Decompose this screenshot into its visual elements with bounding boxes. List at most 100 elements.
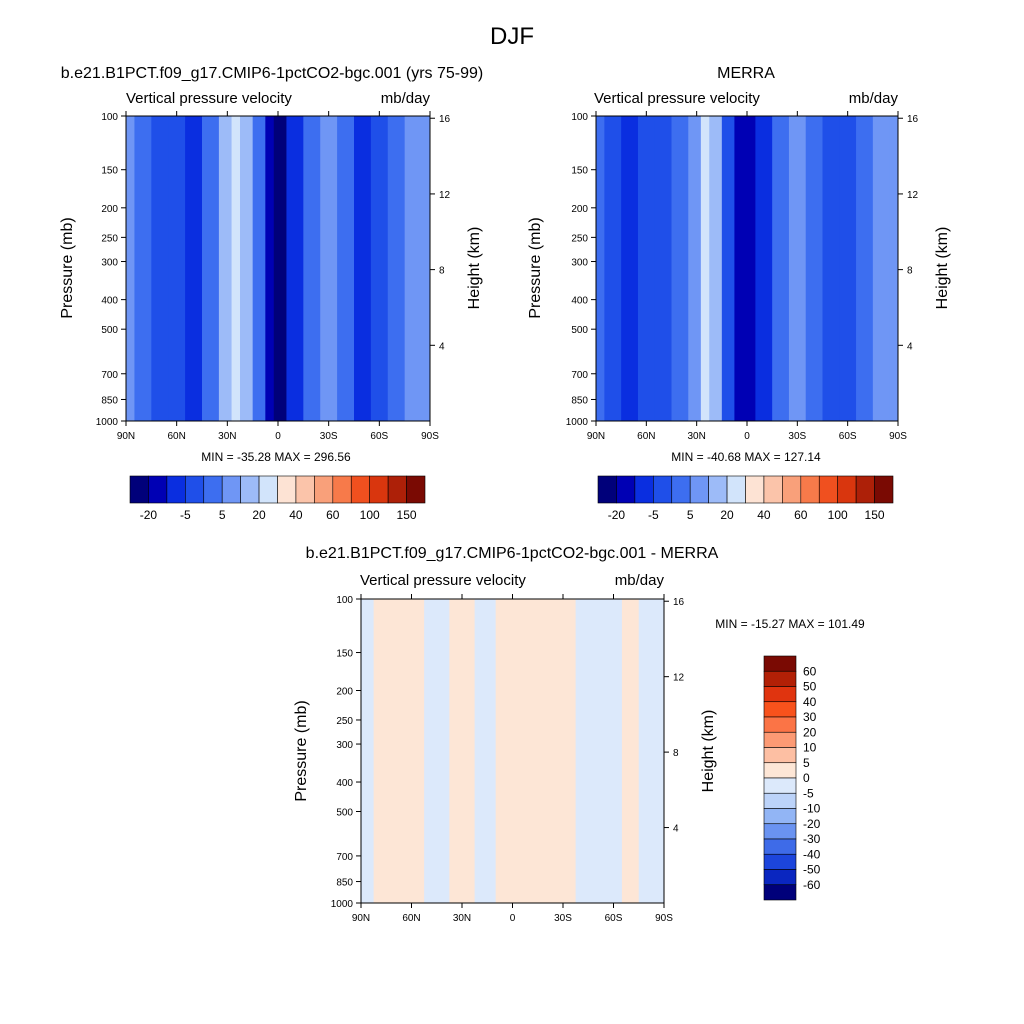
heatmap-cell <box>688 116 702 421</box>
y-tick-label: 700 <box>571 370 588 381</box>
heatmap-cell <box>202 116 220 421</box>
y2-tick-label: 4 <box>673 824 679 835</box>
y-axis-label: Pressure (mb) <box>293 700 310 801</box>
y2-tick-label: 12 <box>673 673 685 684</box>
heatmap-cell <box>508 599 526 903</box>
heatmap-cell <box>265 116 275 421</box>
colorbar-swatch <box>726 475 746 504</box>
heatmap-cell <box>495 599 509 903</box>
y-tick-label: 250 <box>336 716 353 727</box>
colorbar-label: 10 <box>803 741 817 755</box>
min-max-stats: MIN = -40.68 MAX = 127.14 <box>671 450 821 464</box>
colorbar-swatch <box>221 475 241 504</box>
colorbar-swatch <box>763 716 797 733</box>
colorbar-swatch <box>855 475 875 504</box>
heatmap-cell <box>354 116 372 421</box>
heatmap-cell <box>638 599 657 903</box>
colorbar-swatch <box>763 731 797 748</box>
heatmap-cell <box>654 116 672 421</box>
y-tick-label: 150 <box>336 649 353 660</box>
heatmap-cell <box>839 116 857 421</box>
y-tick-label: 850 <box>571 395 588 406</box>
colorbar-swatch <box>350 475 370 504</box>
x-tick-label: 90N <box>117 431 135 442</box>
difference-panel: b.e21.B1PCT.f09_g17.CMIP6-1pctCO2-bgc.00… <box>293 545 865 924</box>
y-tick-label: 500 <box>571 325 588 336</box>
x-tick-label: 60S <box>370 431 388 442</box>
y-tick-label: 200 <box>336 687 353 698</box>
colorbar-swatch <box>782 475 802 504</box>
min-max-stats: MIN = -15.27 MAX = 101.49 <box>715 617 865 631</box>
x-tick-label: 0 <box>744 431 750 442</box>
colorbar-label: 40 <box>803 695 817 709</box>
heatmap-cell <box>700 116 710 421</box>
colorbar-swatch <box>689 475 709 504</box>
y-tick-label: 150 <box>101 166 118 177</box>
colorbar-label: 60 <box>803 664 817 678</box>
colorbar-swatch <box>671 475 691 504</box>
y-axis-label: Pressure (mb) <box>59 217 76 318</box>
colorbar-label: 150 <box>397 508 417 522</box>
colorbar-swatch <box>314 475 334 504</box>
colorbar-label: 60 <box>326 508 340 522</box>
heatmap-cell <box>252 116 266 421</box>
panel-units-label: mb/day <box>849 90 899 107</box>
y-tick-label: 700 <box>101 370 118 381</box>
colorbar-label: 5 <box>219 508 226 522</box>
heatmap-cell <box>805 116 823 421</box>
colorbar-label: -60 <box>803 878 821 892</box>
colorbar-swatch <box>874 475 894 504</box>
colorbar-label: 0 <box>803 771 810 785</box>
heatmap-cell <box>596 116 605 421</box>
colorbar-swatch <box>763 762 797 779</box>
heatmap-cell <box>303 116 321 421</box>
x-tick-label: 60S <box>605 913 623 924</box>
y-tick-label: 700 <box>336 852 353 863</box>
colorbar-swatch <box>406 475 426 504</box>
colorbar-swatch <box>763 792 797 809</box>
panel-variable-label: Vertical pressure velocity <box>360 572 526 589</box>
x-tick-label: 60N <box>167 431 185 442</box>
heatmap-cell <box>822 116 840 421</box>
heatmap-plot: 90N 60N 30N 0 30S 60S 90S 100 150 200 250 300 400 500… <box>566 111 919 442</box>
heatmap-cell <box>872 116 891 421</box>
model-panel: b.e21.B1PCT.f09_g17.CMIP6-1pctCO2-bgc.00… <box>59 65 483 522</box>
heatmap-cell <box>240 116 254 421</box>
colorbar-swatch <box>745 475 765 504</box>
y-tick-label: 1000 <box>331 899 354 910</box>
colorbar-label: 40 <box>289 508 303 522</box>
y2-tick-label: 8 <box>907 266 913 277</box>
colorbar-swatch <box>763 777 797 794</box>
colorbar-swatch <box>166 475 186 504</box>
colorbar-label: -30 <box>803 832 821 846</box>
heatmap-cell <box>772 116 790 421</box>
y-tick-label: 200 <box>571 204 588 215</box>
y-tick-label: 250 <box>571 233 588 244</box>
heatmap-cell <box>671 116 689 421</box>
panel-units-label: mb/day <box>615 572 665 589</box>
y2-tick-label: 16 <box>673 597 685 608</box>
colorbar-swatch <box>763 747 797 764</box>
panel-title: b.e21.B1PCT.f09_g17.CMIP6-1pctCO2-bgc.00… <box>306 545 719 562</box>
panel-units-label: mb/day <box>381 90 431 107</box>
heatmap-cell <box>370 116 389 421</box>
heatmap-cell <box>600 599 623 903</box>
heatmap-cell <box>126 116 135 421</box>
colorbar-label: 30 <box>803 710 817 724</box>
y2-tick-label: 4 <box>907 341 913 352</box>
heatmap-cell <box>655 599 665 903</box>
heatmap-cell <box>550 599 577 903</box>
x-tick-label: 90N <box>352 913 370 924</box>
colorbar-label: 100 <box>828 508 848 522</box>
y-tick-label: 100 <box>571 112 588 123</box>
panel-title: b.e21.B1PCT.f09_g17.CMIP6-1pctCO2-bgc.00… <box>61 65 483 82</box>
colorbar-swatch <box>148 475 168 504</box>
y2-tick-label: 12 <box>439 190 451 201</box>
heatmap-cell <box>231 116 241 421</box>
y-tick-label: 250 <box>101 233 118 244</box>
y2-tick-label: 4 <box>439 341 445 352</box>
colorbar-swatch <box>763 869 797 886</box>
heatmap-cell <box>709 116 723 421</box>
y-tick-label: 500 <box>336 807 353 818</box>
colorbar-swatch <box>763 701 797 718</box>
